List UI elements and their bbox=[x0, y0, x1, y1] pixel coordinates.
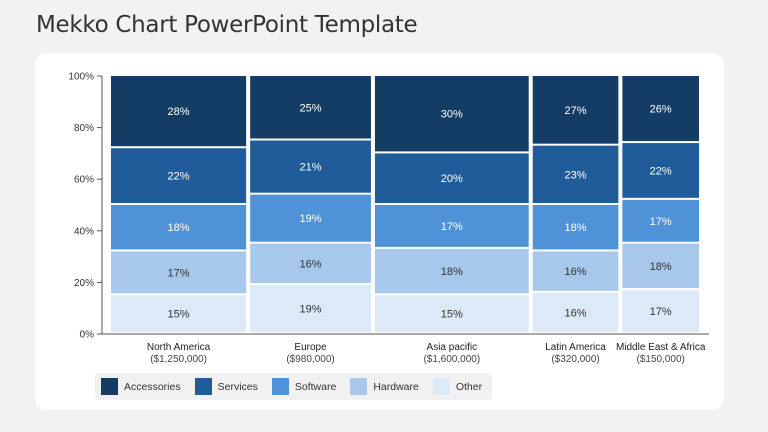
mekko-segment bbox=[532, 292, 619, 332]
data-label: 25% bbox=[300, 102, 322, 114]
y-tick-label: 0% bbox=[80, 330, 95, 341]
legend-swatch-accessories bbox=[101, 378, 118, 395]
data-label: 18% bbox=[565, 222, 587, 234]
chart-legend: Accessories Services Software Hardware O… bbox=[95, 373, 493, 400]
data-label: 16% bbox=[565, 266, 587, 278]
mekko-segment bbox=[250, 194, 371, 242]
legend-label: Accessories bbox=[124, 380, 181, 393]
y-tick-label: 20% bbox=[74, 278, 94, 289]
x-category-label: Middle East & Africa bbox=[616, 342, 706, 353]
data-label: 17% bbox=[650, 306, 672, 318]
mekko-segment bbox=[622, 143, 699, 198]
data-label: 18% bbox=[168, 222, 190, 234]
data-label: 19% bbox=[300, 303, 322, 315]
mekko-segment bbox=[374, 153, 529, 203]
legend-swatch-software bbox=[271, 378, 289, 395]
mekko-segment bbox=[374, 76, 529, 152]
mekko-segment bbox=[622, 243, 699, 289]
data-label: 17% bbox=[168, 267, 190, 279]
mekko-segment bbox=[622, 199, 699, 242]
x-category-value: ($320,000) bbox=[551, 354, 599, 365]
data-label: 21% bbox=[300, 162, 322, 174]
mekko-segment bbox=[374, 295, 529, 332]
mekko-segment bbox=[111, 295, 247, 332]
mekko-segment bbox=[111, 76, 247, 147]
mekko-segment bbox=[111, 205, 247, 250]
x-category-value: ($1,250,000) bbox=[150, 354, 207, 365]
mekko-segment bbox=[532, 145, 619, 203]
data-label: 18% bbox=[441, 266, 463, 278]
x-category-label: Asia pacific bbox=[427, 342, 478, 353]
x-category-value: ($150,000) bbox=[637, 354, 685, 365]
x-category-label: Latin America bbox=[545, 342, 606, 353]
y-tick-label: 80% bbox=[74, 123, 94, 134]
legend-label: Other bbox=[455, 380, 483, 393]
mekko-segment bbox=[374, 205, 529, 247]
data-label: 23% bbox=[565, 169, 587, 181]
legend-item-accessories: Accessories bbox=[101, 378, 181, 395]
legend-label: Software bbox=[294, 380, 337, 393]
data-label: 20% bbox=[441, 173, 463, 185]
mekko-segment bbox=[374, 248, 529, 294]
page-title: Mekko Chart PowerPoint Template bbox=[36, 12, 418, 38]
x-category-label: North America bbox=[147, 342, 211, 353]
mekko-segment bbox=[532, 205, 619, 250]
mekko-segment bbox=[532, 251, 619, 291]
legend-swatch-other bbox=[432, 378, 450, 395]
legend-swatch-hardware bbox=[350, 378, 368, 395]
x-category-value: ($1,600,000) bbox=[423, 354, 480, 365]
data-label: 15% bbox=[168, 309, 190, 321]
legend-label: Services bbox=[217, 380, 258, 393]
data-label: 26% bbox=[650, 104, 672, 116]
data-label: 16% bbox=[300, 258, 322, 270]
data-label: 27% bbox=[565, 105, 587, 117]
legend-item-other: Other bbox=[432, 378, 483, 395]
mekko-segment bbox=[622, 76, 699, 142]
legend-item-software: Software bbox=[271, 378, 337, 395]
data-label: 17% bbox=[650, 216, 672, 228]
mekko-segment bbox=[250, 284, 371, 332]
data-label: 22% bbox=[168, 171, 190, 183]
data-label: 19% bbox=[300, 213, 322, 225]
legend-swatch-services bbox=[194, 378, 212, 395]
y-tick-label: 40% bbox=[74, 226, 94, 237]
chart-card: 0% 20% 40% 60% 80% 100% 15% 17% 18% 22% 28% North A… bbox=[35, 53, 724, 410]
data-label: 28% bbox=[168, 106, 190, 118]
x-category-value: ($980,000) bbox=[286, 354, 334, 365]
legend-item-services: Services bbox=[194, 378, 258, 395]
data-label: 15% bbox=[441, 309, 463, 321]
mekko-segment bbox=[532, 76, 619, 144]
mekko-segment bbox=[111, 251, 247, 294]
mekko-chart: 0% 20% 40% 60% 80% 100% 15% 17% 18% 22% 28% North A… bbox=[68, 72, 709, 365]
y-tick-label: 60% bbox=[74, 175, 94, 186]
mekko-segment bbox=[111, 148, 247, 203]
data-label: 17% bbox=[441, 221, 463, 233]
data-label: 18% bbox=[650, 261, 672, 273]
legend-item-hardware: Hardware bbox=[350, 378, 419, 395]
x-category-label: Europe bbox=[294, 342, 327, 353]
data-label: 22% bbox=[650, 165, 672, 177]
mekko-segment bbox=[250, 76, 371, 139]
legend-label: Hardware bbox=[373, 380, 419, 393]
mekko-segment bbox=[250, 140, 371, 193]
mekko-segment bbox=[250, 243, 371, 283]
y-tick-label: 100% bbox=[68, 72, 94, 83]
mekko-segment bbox=[622, 290, 699, 332]
data-label: 30% bbox=[441, 109, 463, 121]
data-label: 16% bbox=[565, 307, 587, 319]
